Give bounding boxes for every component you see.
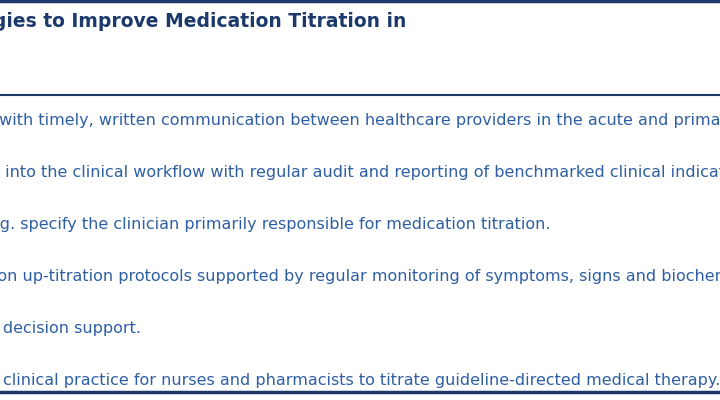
Text: Table 2 Strategies to Improve Medication Titration in
Heart Failure: Table 2 Strategies to Improve Medication… [0, 12, 406, 54]
Text: Computerised care decision support.: Computerised care decision support. [0, 321, 141, 336]
Text: Accountability built into the clinical workflow with regular audit and reporting: Accountability built into the clinical w… [0, 165, 720, 180]
Text: Nurse-led medication up-titration protocols supported by regular monitoring of s: Nurse-led medication up-titration protoc… [0, 269, 720, 284]
Text: Role delineation, e.g. specify the clinician primarily responsible for medicatio: Role delineation, e.g. specify the clini… [0, 217, 551, 232]
Text: Expanded scope of clinical practice for nurses and pharmacists to titrate guidel: Expanded scope of clinical practice for … [0, 373, 720, 388]
Text: Care co-ordination with timely, written communication between healthcare provide: Care co-ordination with timely, written … [0, 113, 720, 128]
